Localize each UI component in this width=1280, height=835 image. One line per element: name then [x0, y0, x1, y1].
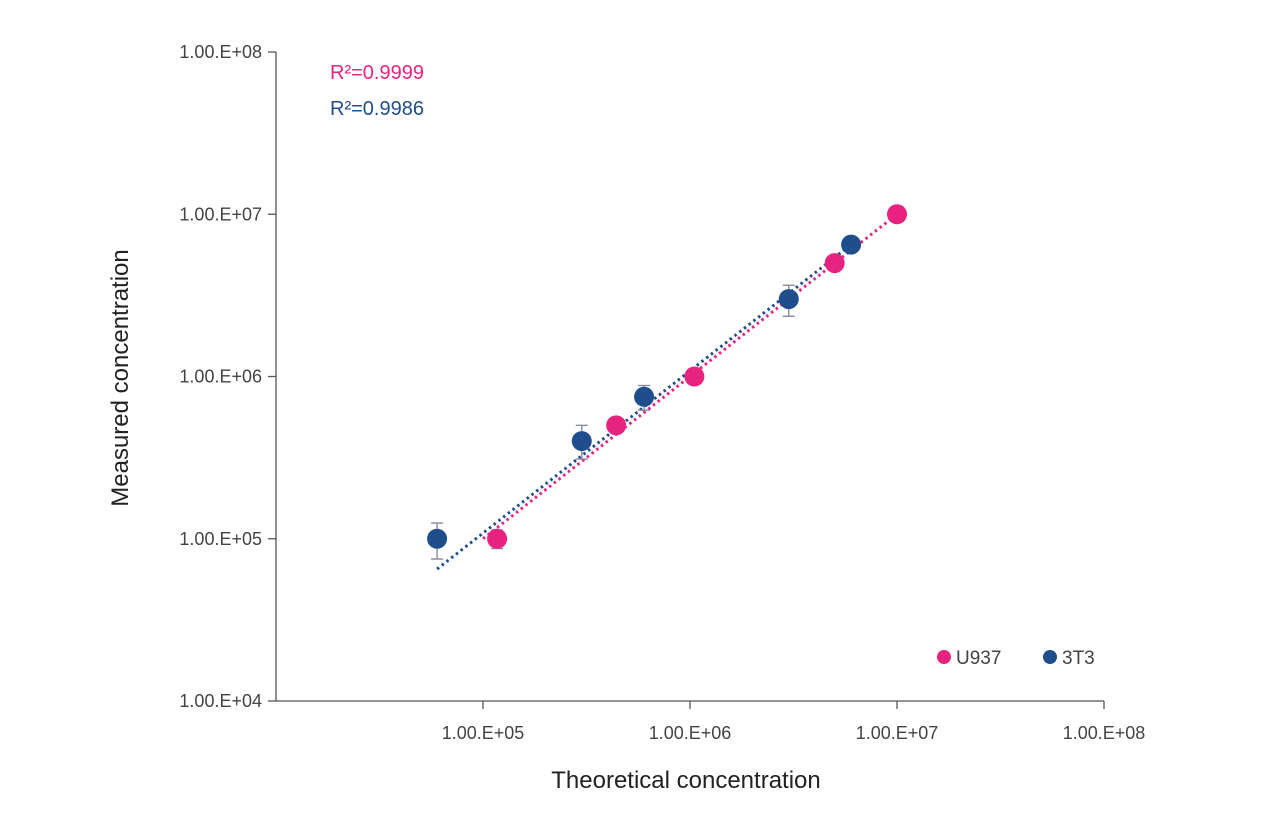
r2-annotations: R²=0.9999 R²=0.9986: [330, 62, 424, 120]
y-tick-label: 1.00.E+05: [179, 529, 262, 549]
legend-label-3t3: 3T3: [1062, 648, 1095, 669]
y-tick-label: 1.00.E+06: [179, 367, 262, 387]
data-point-u937: [684, 366, 705, 387]
legend: U937 3T3: [937, 648, 1095, 669]
data-point-3t3: [778, 289, 799, 310]
legend-marker-3t3: [1043, 650, 1057, 664]
y-tick-label: 1.00.E+08: [179, 42, 262, 62]
data-point-3t3: [427, 528, 448, 549]
x-tick-label: 1.00.E+06: [649, 723, 732, 743]
x-axis-title: Theoretical concentration: [551, 767, 820, 794]
r2-label-u937: R²=0.9999: [330, 62, 424, 84]
legend-label-u937: U937: [956, 648, 1001, 669]
legend-marker-u937: [937, 650, 951, 664]
x-tick-label: 1.00.E+05: [442, 723, 525, 743]
r2-label-3t3: R²=0.9986: [330, 98, 424, 120]
data-point-u937: [887, 204, 907, 225]
y-tick-label: 1.00.E+07: [179, 204, 262, 224]
data-point-3t3: [841, 234, 862, 255]
x-tick-label: 1.00.E+08: [1063, 723, 1146, 743]
x-tick-label: 1.00.E+07: [856, 723, 939, 743]
y-tick-label: 1.00.E+04: [179, 691, 262, 711]
data-point-3t3: [571, 431, 592, 452]
data-point-u937: [487, 528, 508, 549]
data-point-u937: [606, 415, 627, 436]
axes: 1.00.E+05 1.00.E+06 1.00.E+07 1.00.E+08 1.00…: [179, 42, 1145, 743]
data-point-u937: [824, 253, 845, 274]
data-points: [427, 204, 907, 560]
y-axis-title: Measured concentration: [107, 249, 134, 506]
data-point-3t3: [634, 386, 655, 407]
